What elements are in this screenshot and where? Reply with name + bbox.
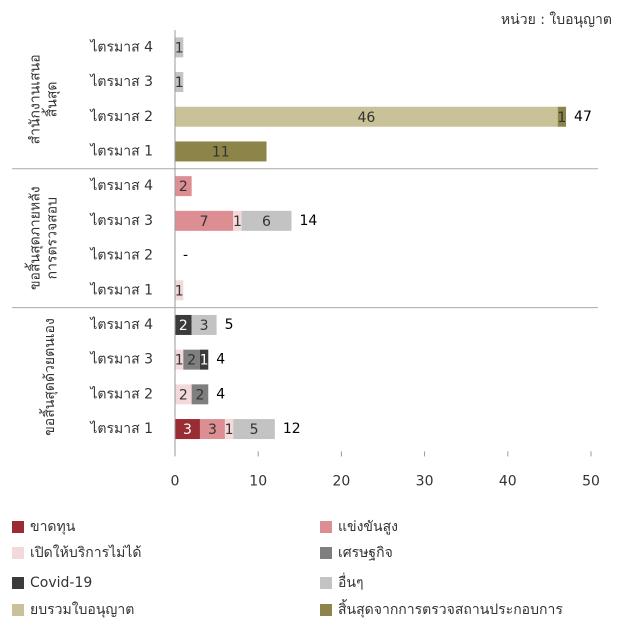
bar-segment <box>191 314 217 335</box>
group-label: สิ้นสุด <box>42 82 61 118</box>
bar-segment <box>224 419 234 440</box>
total-label: 5 <box>225 317 234 333</box>
segment-label: 2 <box>195 387 204 403</box>
legend-swatch <box>12 521 24 533</box>
bar-segment <box>175 176 192 197</box>
segment-label: 6 <box>262 214 271 230</box>
x-tick-label: 50 <box>582 473 600 489</box>
category-label: ไตรมาส 3 <box>89 212 153 229</box>
unit-note: หน่วย : ใบอนุญาต <box>501 11 612 28</box>
legend-swatch <box>320 577 332 589</box>
bar-segment <box>175 141 267 162</box>
legend-swatch <box>320 604 332 616</box>
group-label: ขอสิ้นสุดภายหลัง <box>25 186 44 290</box>
legend-swatch <box>12 547 24 559</box>
category-label: ไตรมาส 1 <box>89 420 153 437</box>
group-label: การตรวจสอบ <box>45 197 61 279</box>
category-label: ไตรมาส 2 <box>89 108 153 125</box>
bar-segment <box>175 72 184 93</box>
bar-segment <box>191 384 209 405</box>
bar-segment <box>175 384 192 405</box>
segment-label: 1 <box>175 353 184 369</box>
bar-segment <box>175 314 192 335</box>
segment-label: 1 <box>175 75 184 91</box>
total-label: - <box>183 248 188 264</box>
segment-label: 2 <box>179 179 188 195</box>
bar-segment <box>175 106 558 127</box>
bar-segment <box>175 280 184 301</box>
bar-segment <box>199 419 225 440</box>
segment-label: 2 <box>179 387 188 403</box>
bar-segment <box>175 349 184 370</box>
x-tick-label: 20 <box>332 473 350 489</box>
segment-label: 7 <box>200 214 209 230</box>
segment-label: 1 <box>175 40 184 56</box>
segment-label: 1 <box>233 214 242 230</box>
bar-segment <box>557 106 567 127</box>
bar-segment <box>233 419 275 440</box>
legend-label: ยบรวมใบอนุญาต <box>30 601 134 618</box>
legend-label: Covid-19 <box>30 575 92 591</box>
total-label: 4 <box>216 352 225 368</box>
category-label: ไตรมาส 3 <box>89 73 153 90</box>
legend-swatch <box>320 521 332 533</box>
group-label: สำนักงานเสนอ <box>28 54 44 144</box>
x-tick-label: 40 <box>499 473 517 489</box>
bar-segment <box>241 210 292 231</box>
total-label: 12 <box>283 421 301 437</box>
bar-segment <box>175 419 200 440</box>
category-label: ไตรมาส 1 <box>89 142 153 159</box>
category-label: ไตรมาส 1 <box>89 281 153 298</box>
total-label: 4 <box>216 386 225 402</box>
segment-label: 46 <box>357 110 375 126</box>
segment-label: 1 <box>175 283 184 299</box>
legend-label: อื่นๆ <box>338 573 364 591</box>
category-label: ไตรมาส 4 <box>89 177 153 194</box>
x-tick-label: 30 <box>416 473 434 489</box>
total-label: 14 <box>299 213 317 229</box>
category-label: ไตรมาส 2 <box>89 247 153 264</box>
category-label: ไตรมาส 4 <box>89 316 153 333</box>
total-label: 47 <box>574 109 592 125</box>
segment-label: 11 <box>212 144 230 160</box>
segment-label: 5 <box>250 422 259 438</box>
segment-label: 1 <box>225 422 234 438</box>
legend-swatch <box>12 604 24 616</box>
legend-swatch <box>12 577 24 589</box>
category-label: ไตรมาส 3 <box>89 351 153 368</box>
bar-segment <box>233 210 242 231</box>
legend-swatch <box>320 547 332 559</box>
legend-label: เปิดให้บริการไม่ได้ <box>30 544 142 561</box>
bar-segment <box>199 349 209 370</box>
legend-label: แข่งขันสูง <box>338 519 398 535</box>
legend-label: สิ้นสุดจากการตรวจสถานประกอบการ <box>338 599 563 618</box>
segment-label: 3 <box>183 422 192 438</box>
category-label: ไตรมาส 4 <box>89 38 153 55</box>
segment-label: 1 <box>557 110 566 126</box>
legend-label: ขาดทุน <box>30 519 76 535</box>
bar-segment <box>175 37 184 58</box>
segment-label: 3 <box>200 318 209 334</box>
segment-label: 3 <box>208 422 217 438</box>
legend-label: เศรษฐกิจ <box>338 545 393 561</box>
bar-segment <box>183 349 200 370</box>
group-label: ขอสิ้นสุดด้วยตนเอง <box>39 318 58 436</box>
category-label: ไตรมาส 2 <box>89 385 153 402</box>
bar-segment <box>175 210 234 231</box>
x-tick-label: 0 <box>171 473 180 489</box>
segment-label: 2 <box>187 353 196 369</box>
x-tick-label: 10 <box>249 473 267 489</box>
segment-label: 2 <box>179 318 188 334</box>
segment-label: 1 <box>200 353 209 369</box>
